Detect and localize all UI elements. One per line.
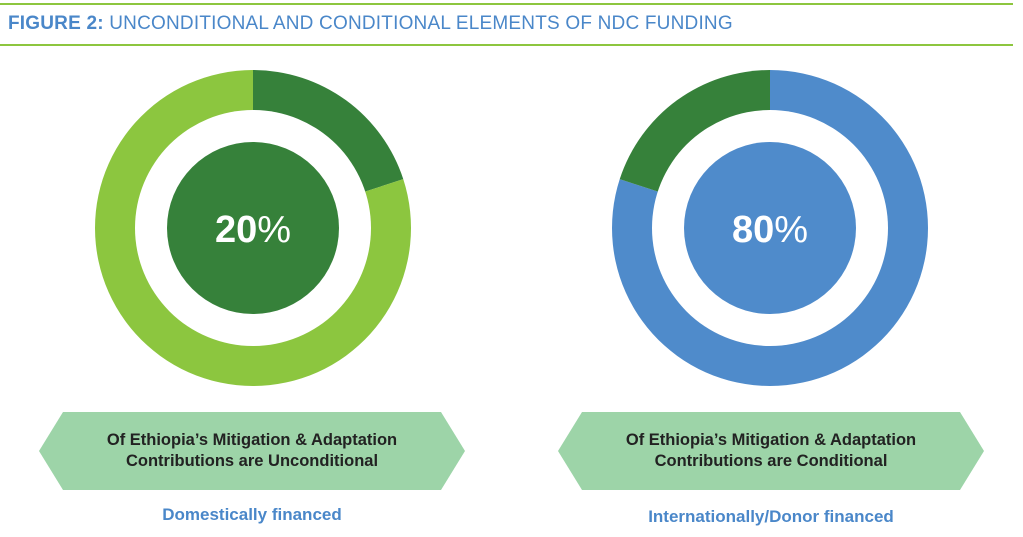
banner-line-2: Contributions are Unconditional [125,452,379,470]
banner-line-1: Of Ethiopia’s Mitigation & Adaptation [625,431,917,449]
donut-chart-conditional: 80% [612,70,928,386]
center-value-label: 80% [732,209,808,251]
caption-domestically-financed: Domestically financed [162,505,342,524]
figure-header: FIGURE 2: UNCONDITIONAL AND CONDITIONAL … [8,13,733,35]
banner-conditional: Of Ethiopia’s Mitigation & Adaptation Co… [558,412,984,490]
header-rule-top [0,3,1013,5]
figure-label: FIGURE 2: [8,13,104,34]
center-disc [684,142,856,314]
figure-title: UNCONDITIONAL AND CONDITIONAL ELEMENTS O… [109,13,733,34]
banner-line-1: Of Ethiopia’s Mitigation & Adaptation [106,431,398,449]
donut-chart-unconditional: 20% [95,70,411,386]
banner-text: Of Ethiopia’s Mitigation & Adaptation Co… [626,430,916,472]
banner-line-2: Contributions are Conditional [654,452,888,470]
banner-text: Of Ethiopia’s Mitigation & Adaptation Co… [107,430,397,472]
header-rule-bottom [0,44,1013,46]
caption-internationally-financed: Internationally/Donor financed [648,507,894,526]
center-value-label: 20% [215,209,291,251]
banner-unconditional: Of Ethiopia’s Mitigation & Adaptation Co… [39,412,465,490]
center-disc [167,142,339,314]
